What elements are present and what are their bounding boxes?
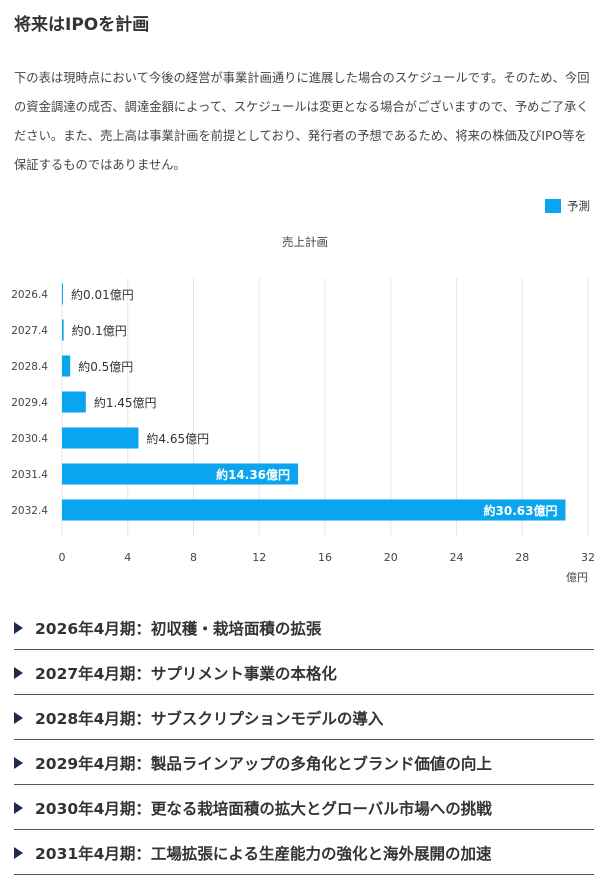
milestone-item[interactable]: 2031年4月期：工場拡張による生産能力の強化と海外展開の加速 <box>14 831 594 875</box>
expand-triangle-icon <box>14 666 23 679</box>
milestone-item[interactable]: 2027年4月期：サプリメント事業の本格化 <box>14 651 594 695</box>
y-tick-label: 2028.4 <box>11 361 48 373</box>
data-label: 約0.5億円 <box>78 359 133 374</box>
milestone-label: 2031年4月期：工場拡張による生産能力の強化と海外展開の加速 <box>35 844 492 863</box>
y-tick-label: 2029.4 <box>11 397 48 409</box>
data-label: 約0.01億円 <box>71 287 134 302</box>
x-tick-label: 28 <box>515 551 529 564</box>
y-tick-label: 2030.4 <box>11 433 48 445</box>
y-tick-label: 2032.4 <box>11 505 48 517</box>
milestone-item[interactable]: 2029年4月期：製品ラインアップの多角化とブランド価値の向上 <box>14 741 594 785</box>
x-tick-label: 24 <box>450 551 464 564</box>
y-tick-label: 2027.4 <box>11 325 48 337</box>
bar <box>62 283 63 305</box>
legend-label: 予測 <box>567 199 590 213</box>
milestone-label: 2030年4月期：更なる栽培面積の拡大とグローバル市場への挑戦 <box>35 799 492 818</box>
x-tick-label: 4 <box>124 551 131 564</box>
milestone-label: 2028年4月期：サブスクリプションモデルの導入 <box>35 709 384 728</box>
legend-swatch <box>545 199 561 213</box>
x-axis-label: 億円 <box>566 571 588 584</box>
data-label: 約1.45億円 <box>94 395 157 410</box>
expand-triangle-icon <box>14 711 23 724</box>
x-tick-label: 32 <box>581 551 595 564</box>
x-tick-label: 0 <box>59 551 66 564</box>
expand-triangle-icon <box>14 756 23 769</box>
bar <box>62 319 64 341</box>
milestone-list: 2026年4月期：初収穫・栽培面積の拡張 2027年4月期：サプリメント事業の本格… <box>14 606 594 876</box>
page-title: 将来はIPOを計画 <box>14 15 150 35</box>
milestone-item[interactable]: 2028年4月期：サブスクリプションモデルの導入 <box>14 696 594 740</box>
x-tick-label: 12 <box>252 551 266 564</box>
expand-triangle-icon <box>14 621 23 634</box>
expand-triangle-icon <box>14 846 23 859</box>
milestone-item[interactable]: 2026年4月期：初収穫・栽培面積の拡張 <box>14 606 594 650</box>
expand-triangle-icon <box>14 801 23 814</box>
x-tick-label: 16 <box>318 551 332 564</box>
milestone-label: 2027年4月期：サプリメント事業の本格化 <box>35 664 337 683</box>
data-label: 約14.36億円 <box>216 467 290 482</box>
bar <box>62 427 139 449</box>
data-label: 約0.1億円 <box>72 323 127 338</box>
milestone-item[interactable]: 2030年4月期：更なる栽培面積の拡大とグローバル市場への挑戦 <box>14 786 594 830</box>
y-tick-label: 2031.4 <box>11 469 48 481</box>
bar <box>62 499 566 521</box>
data-label: 約4.65億円 <box>146 431 209 446</box>
milestone-label: 2029年4月期：製品ラインアップの多角化とブランド価値の向上 <box>35 754 492 773</box>
bar <box>62 463 299 485</box>
chart-legend: 予測 <box>545 198 590 214</box>
bar <box>62 391 86 413</box>
y-tick-label: 2026.4 <box>11 289 48 301</box>
x-tick-label: 20 <box>384 551 398 564</box>
intro-text: 下の表は現時点において今後の経営が事業計画通りに進展した場合のスケジュールです。… <box>14 71 590 172</box>
data-label: 約30.63億円 <box>484 503 558 518</box>
revenue-bar-chart: 売上計画 0 4 8 12 16 20 24 28 32 億円 2026.4 約0.01億円 2027.4… <box>11 235 595 584</box>
milestone-label: 2026年4月期：初収穫・栽培面積の拡張 <box>35 619 322 638</box>
bar <box>62 355 71 377</box>
x-tick-label: 8 <box>190 551 197 564</box>
chart-title: 売上計画 <box>282 235 328 249</box>
